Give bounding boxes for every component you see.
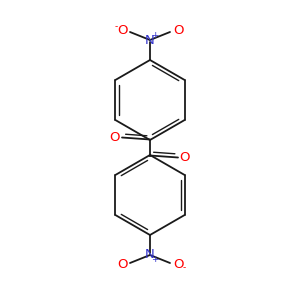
Text: -: - [114,22,118,32]
Text: O: O [110,131,120,144]
Text: N: N [145,248,155,262]
Text: -: - [182,263,186,272]
Text: O: O [117,257,127,271]
Text: N: N [145,34,155,46]
Text: O: O [117,25,127,38]
Text: +: + [151,254,159,263]
Text: O: O [173,257,183,271]
Text: O: O [173,25,183,38]
Text: +: + [151,32,159,40]
Text: O: O [180,151,190,164]
